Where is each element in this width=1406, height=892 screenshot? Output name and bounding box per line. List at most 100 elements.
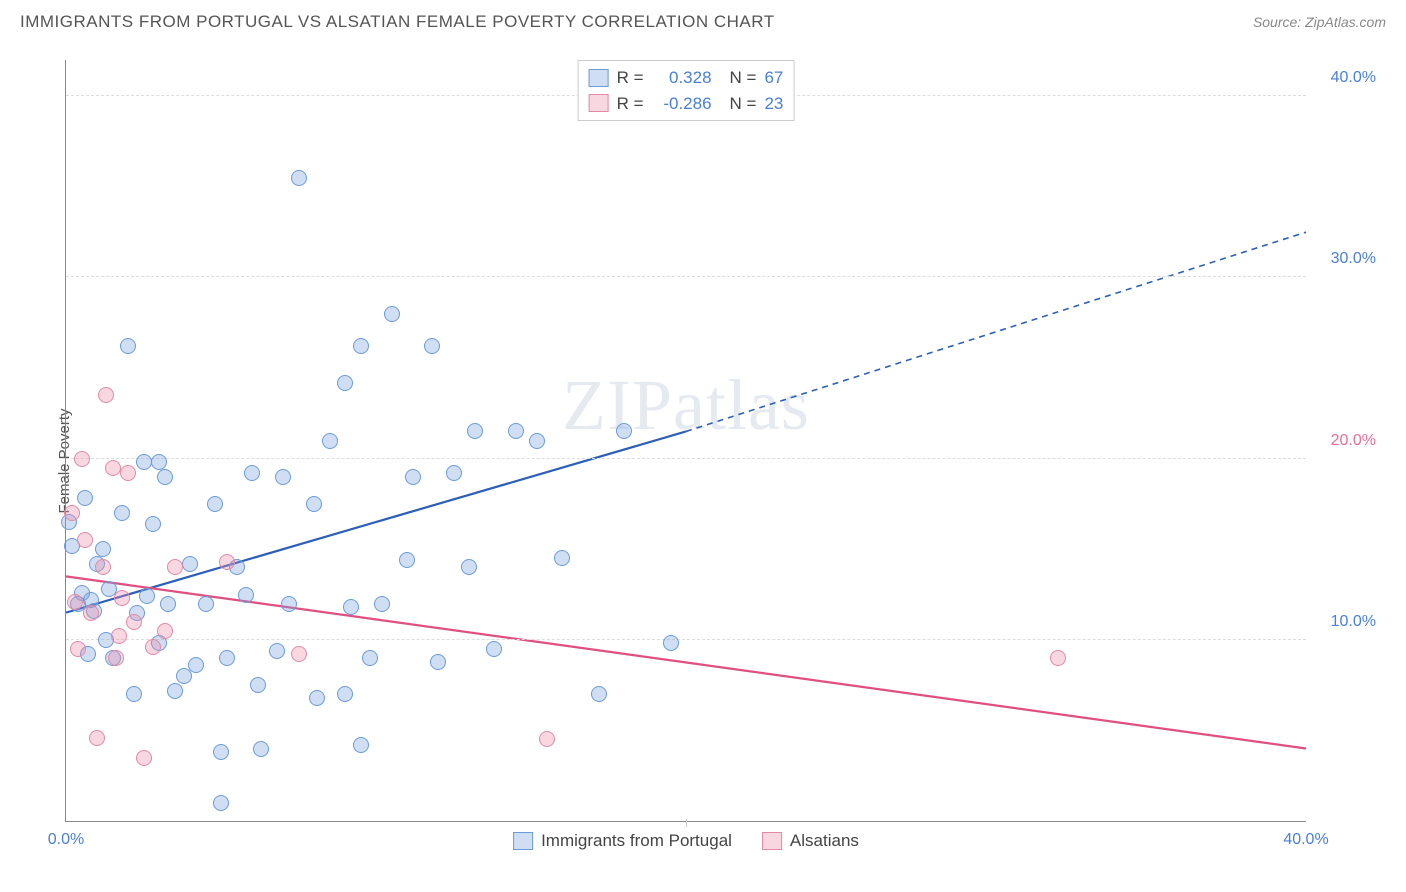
data-point <box>353 737 369 753</box>
data-point <box>591 686 607 702</box>
data-point <box>337 375 353 391</box>
data-point <box>306 496 322 512</box>
watermark: ZIPatlas <box>562 364 810 447</box>
data-point <box>95 559 111 575</box>
data-point <box>446 465 462 481</box>
source-attribution: Source: ZipAtlas.com <box>1253 14 1386 30</box>
data-point <box>105 460 121 476</box>
data-point <box>554 550 570 566</box>
data-point <box>244 465 260 481</box>
trend-line-dashed <box>686 232 1306 431</box>
data-point <box>539 731 555 747</box>
y-tick-label: 10.0% <box>1316 613 1376 631</box>
data-point <box>250 677 266 693</box>
y-tick-label: 30.0% <box>1316 250 1376 268</box>
legend-swatch <box>762 832 782 850</box>
legend-item: Alsatians <box>762 831 859 851</box>
data-point <box>77 490 93 506</box>
data-point <box>89 730 105 746</box>
data-point <box>114 590 130 606</box>
data-point <box>508 423 524 439</box>
data-point <box>219 554 235 570</box>
data-point <box>67 594 83 610</box>
y-tick-label: 20.0% <box>1316 432 1376 450</box>
gridline-h <box>66 276 1306 277</box>
legend-swatch <box>589 69 609 87</box>
trend-line <box>66 576 1306 748</box>
data-point <box>145 516 161 532</box>
data-point <box>424 338 440 354</box>
data-point <box>467 423 483 439</box>
data-point <box>337 686 353 702</box>
data-point <box>374 596 390 612</box>
gridline-h <box>66 458 1306 459</box>
data-point <box>120 338 136 354</box>
data-point <box>126 686 142 702</box>
data-point <box>322 433 338 449</box>
data-point <box>253 741 269 757</box>
x-tick-label: 0.0% <box>48 831 84 849</box>
data-point <box>281 596 297 612</box>
y-tick-label: 40.0% <box>1316 69 1376 87</box>
data-point <box>95 541 111 557</box>
data-point <box>120 465 136 481</box>
legend-row: R =0.328N =67 <box>589 65 784 91</box>
data-point <box>486 641 502 657</box>
data-point <box>529 433 545 449</box>
data-point <box>108 650 124 666</box>
data-point <box>77 532 93 548</box>
legend-item: Immigrants from Portugal <box>513 831 732 851</box>
data-point <box>405 469 421 485</box>
x-tick-mark <box>686 819 687 827</box>
data-point <box>64 505 80 521</box>
data-point <box>157 469 173 485</box>
data-point <box>83 605 99 621</box>
data-point <box>663 635 679 651</box>
data-point <box>126 614 142 630</box>
data-point <box>114 505 130 521</box>
data-point <box>238 587 254 603</box>
series-legend: Immigrants from Portugal Alsatians <box>513 831 859 851</box>
data-point <box>167 559 183 575</box>
legend-swatch <box>589 94 609 112</box>
legend-row: R =-0.286N =23 <box>589 91 784 117</box>
data-point <box>111 628 127 644</box>
data-point <box>384 306 400 322</box>
data-point <box>139 588 155 604</box>
data-point <box>461 559 477 575</box>
data-point <box>157 623 173 639</box>
data-point <box>145 639 161 655</box>
data-point <box>399 552 415 568</box>
scatter-plot-area: ZIPatlas R =0.328N =67R =-0.286N =23 Imm… <box>65 60 1306 822</box>
data-point <box>198 596 214 612</box>
data-point <box>291 170 307 186</box>
data-point <box>182 556 198 572</box>
data-point <box>207 496 223 512</box>
data-point <box>98 387 114 403</box>
data-point <box>167 683 183 699</box>
data-point <box>1050 650 1066 666</box>
data-point <box>213 795 229 811</box>
data-point <box>160 596 176 612</box>
gridline-h <box>66 639 1306 640</box>
legend-swatch <box>513 832 533 850</box>
data-point <box>136 454 152 470</box>
data-point <box>275 469 291 485</box>
data-point <box>213 744 229 760</box>
data-point <box>616 423 632 439</box>
data-point <box>188 657 204 673</box>
data-point <box>269 643 285 659</box>
chart-container: Female Poverty ZIPatlas R =0.328N =67R =… <box>20 50 1386 872</box>
data-point <box>343 599 359 615</box>
data-point <box>74 451 90 467</box>
trend-lines-svg <box>66 60 1306 821</box>
data-point <box>219 650 235 666</box>
data-point <box>309 690 325 706</box>
correlation-legend: R =0.328N =67R =-0.286N =23 <box>578 60 795 121</box>
data-point <box>136 750 152 766</box>
data-point <box>353 338 369 354</box>
data-point <box>430 654 446 670</box>
x-tick-label: 40.0% <box>1283 831 1328 849</box>
data-point <box>362 650 378 666</box>
chart-title: IMMIGRANTS FROM PORTUGAL VS ALSATIAN FEM… <box>20 12 775 32</box>
